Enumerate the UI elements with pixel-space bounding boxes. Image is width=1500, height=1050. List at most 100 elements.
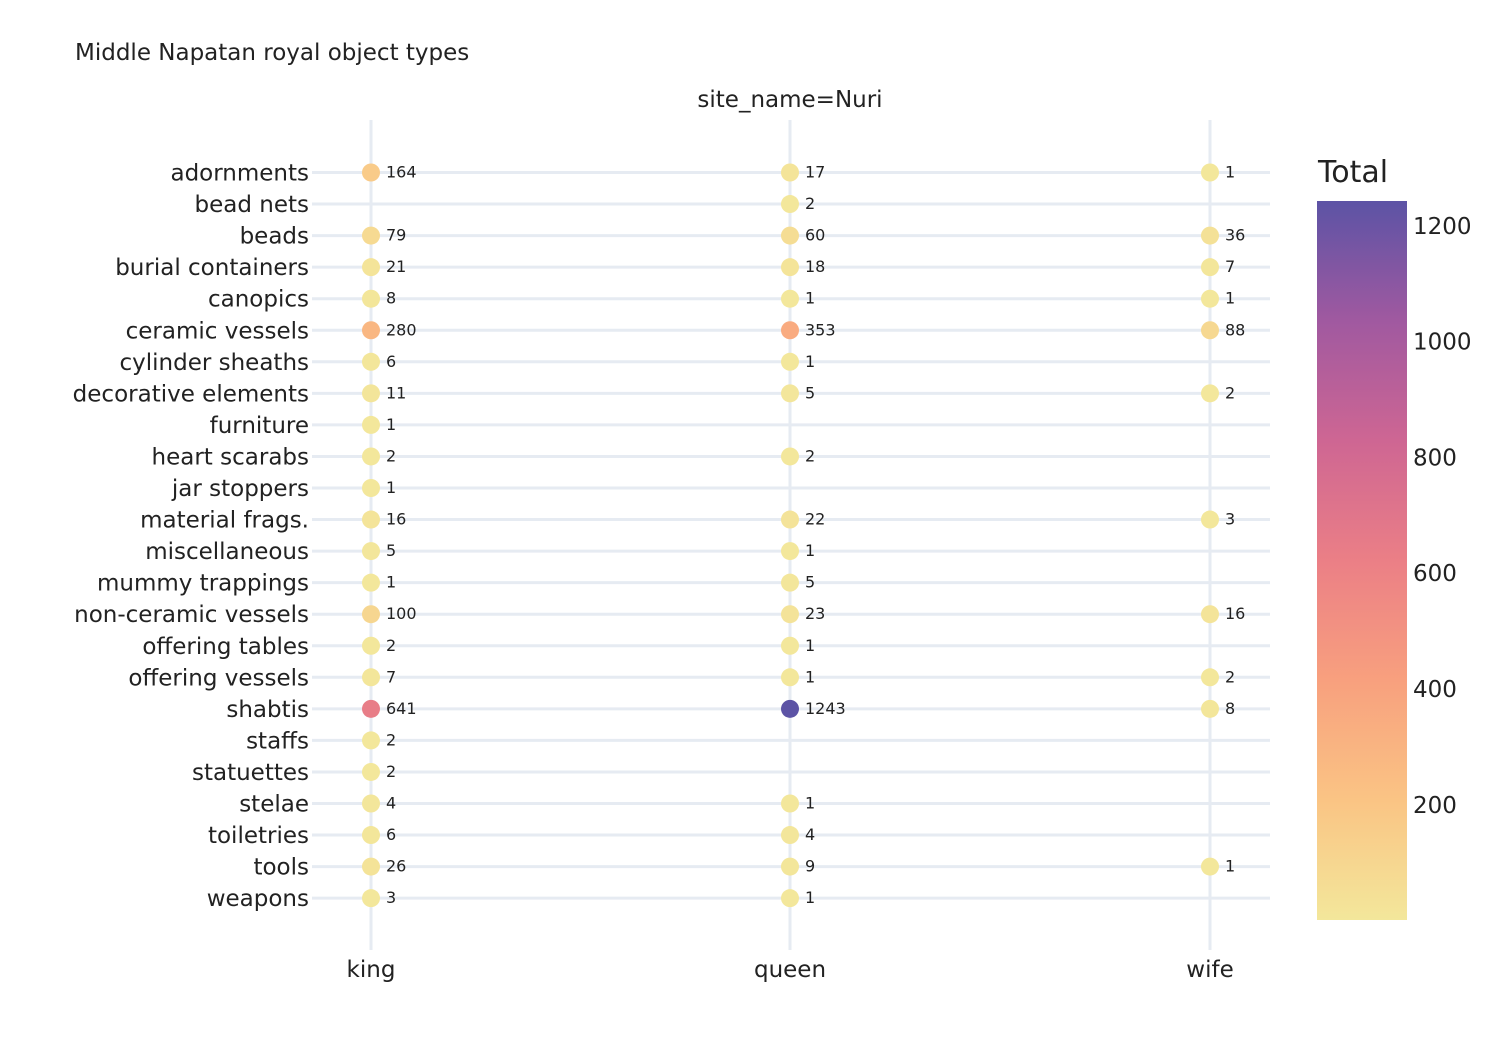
point-queen-heart-scarabs bbox=[781, 447, 799, 466]
point-queen-stelae bbox=[781, 794, 799, 813]
y-axis: adornments bead nets beads burial container… bbox=[73, 161, 309, 913]
label-king-beads: 79 bbox=[386, 226, 406, 245]
label-king-offering-tables: 2 bbox=[386, 636, 396, 655]
y-tick-jar-stoppers: jar stoppers bbox=[171, 476, 309, 502]
label-king-burial-containers: 21 bbox=[386, 257, 406, 276]
label-queen-mummy-trappings: 5 bbox=[805, 573, 815, 592]
label-king-jar-stoppers: 1 bbox=[386, 478, 396, 497]
label-queen-cylinder-sheaths: 1 bbox=[805, 352, 815, 371]
label-wife-material-frags: 3 bbox=[1225, 510, 1235, 529]
y-tick-stelae: stelae bbox=[239, 792, 309, 818]
label-king-ceramic-vessels: 280 bbox=[386, 320, 417, 339]
point-king-beads bbox=[362, 226, 380, 245]
label-king-mummy-trappings: 1 bbox=[386, 573, 396, 592]
point-king-weapons bbox=[362, 889, 380, 908]
label-wife-canopics: 1 bbox=[1225, 289, 1235, 308]
y-tick-furniture: furniture bbox=[210, 413, 309, 439]
y-tick-burial-containers: burial containers bbox=[115, 255, 309, 281]
point-queen-ceramic-vessels bbox=[781, 321, 799, 340]
label-king-furniture: 1 bbox=[386, 415, 396, 434]
label-queen-weapons: 1 bbox=[805, 888, 815, 907]
point-queen-burial-containers bbox=[781, 258, 799, 277]
y-tick-adornments: adornments bbox=[170, 161, 309, 187]
label-wife-beads: 36 bbox=[1225, 226, 1245, 245]
label-king-miscellaneous: 5 bbox=[386, 541, 396, 560]
x-tick-queen: queen bbox=[754, 957, 826, 983]
point-king-jar-stoppers bbox=[362, 479, 380, 497]
colorbar-ticks: 200 400 600 800 1000 1200 bbox=[1413, 214, 1472, 819]
point-king-mummy-trappings bbox=[362, 573, 380, 592]
colorbar-tick-1000: 1000 bbox=[1413, 330, 1472, 356]
y-tick-tools: tools bbox=[253, 855, 309, 881]
y-tick-toiletries: toiletries bbox=[208, 823, 309, 849]
y-tick-offering-vessels: offering vessels bbox=[128, 665, 309, 691]
point-king-tools bbox=[362, 857, 380, 876]
label-king-decorative-elements: 11 bbox=[386, 383, 406, 402]
colorbar-tick-600: 600 bbox=[1413, 561, 1457, 587]
label-wife-shabtis: 8 bbox=[1225, 699, 1235, 718]
label-queen-bead-nets: 2 bbox=[805, 194, 815, 213]
point-queen-canopics bbox=[781, 289, 799, 308]
y-tick-shabtis: shabtis bbox=[226, 697, 309, 723]
x-tick-king: king bbox=[347, 957, 396, 983]
colorbar-tick-200: 200 bbox=[1413, 793, 1457, 819]
point-king-burial-containers bbox=[362, 258, 380, 277]
label-king-staffs: 2 bbox=[386, 730, 396, 749]
point-king-toiletries bbox=[362, 826, 380, 845]
point-queen-miscellaneous bbox=[781, 542, 799, 561]
point-queen-beads bbox=[781, 226, 799, 245]
y-tick-weapons: weapons bbox=[207, 886, 309, 912]
y-tick-offering-tables: offering tables bbox=[142, 634, 309, 660]
point-queen-decorative-elements bbox=[781, 384, 799, 403]
y-tick-statuettes: statuettes bbox=[192, 760, 309, 786]
y-tick-material-frags: material frags. bbox=[140, 508, 309, 534]
label-king-weapons: 3 bbox=[386, 888, 396, 907]
label-king-toiletries: 6 bbox=[386, 825, 396, 844]
x-tick-wife: wife bbox=[1186, 957, 1233, 983]
label-king-adornments: 164 bbox=[386, 163, 417, 182]
point-king-adornments bbox=[362, 163, 380, 182]
chart-title: Middle Napatan royal object types bbox=[75, 40, 469, 66]
data-points bbox=[362, 163, 1219, 908]
label-king-tools: 26 bbox=[386, 857, 406, 876]
label-wife-burial-containers: 7 bbox=[1225, 257, 1235, 276]
point-queen-adornments bbox=[781, 163, 799, 182]
point-king-staffs bbox=[362, 731, 380, 750]
label-wife-non-ceramic-vessels: 16 bbox=[1225, 604, 1245, 623]
point-wife-adornments bbox=[1201, 163, 1219, 182]
point-king-canopics bbox=[362, 289, 380, 308]
x-axis: king queen wife bbox=[347, 957, 1234, 983]
y-tick-staffs: staffs bbox=[246, 728, 309, 754]
point-king-miscellaneous bbox=[362, 542, 380, 561]
point-queen-non-ceramic-vessels bbox=[781, 605, 799, 624]
colorbar-tick-1200: 1200 bbox=[1413, 214, 1472, 240]
point-queen-tools bbox=[781, 857, 799, 876]
colorbar-gradient bbox=[1317, 201, 1407, 920]
label-queen-offering-vessels: 1 bbox=[805, 667, 815, 686]
point-king-offering-tables bbox=[362, 636, 380, 655]
y-tick-miscellaneous: miscellaneous bbox=[145, 539, 309, 565]
y-tick-decorative-elements: decorative elements bbox=[73, 381, 309, 407]
label-wife-tools: 1 bbox=[1225, 857, 1235, 876]
point-king-offering-vessels bbox=[362, 668, 380, 687]
label-queen-miscellaneous: 1 bbox=[805, 541, 815, 560]
point-king-stelae bbox=[362, 794, 380, 813]
label-wife-ceramic-vessels: 88 bbox=[1225, 320, 1245, 339]
label-king-heart-scarabs: 2 bbox=[386, 446, 396, 465]
point-king-heart-scarabs bbox=[362, 447, 380, 466]
point-wife-non-ceramic-vessels bbox=[1201, 605, 1219, 624]
point-queen-weapons bbox=[781, 889, 799, 908]
y-tick-ceramic-vessels: ceramic vessels bbox=[126, 318, 309, 344]
point-king-ceramic-vessels bbox=[362, 321, 380, 340]
label-king-cylinder-sheaths: 6 bbox=[386, 352, 396, 371]
point-wife-canopics bbox=[1201, 289, 1219, 308]
label-king-statuettes: 2 bbox=[386, 762, 396, 781]
label-king-offering-vessels: 7 bbox=[386, 667, 396, 686]
point-wife-beads bbox=[1201, 226, 1219, 245]
label-king-non-ceramic-vessels: 100 bbox=[386, 604, 417, 623]
label-queen-canopics: 1 bbox=[805, 289, 815, 308]
point-wife-offering-vessels bbox=[1201, 668, 1219, 687]
label-queen-shabtis: 1243 bbox=[805, 699, 846, 718]
facet-label: site_name=Nuri bbox=[697, 87, 882, 113]
